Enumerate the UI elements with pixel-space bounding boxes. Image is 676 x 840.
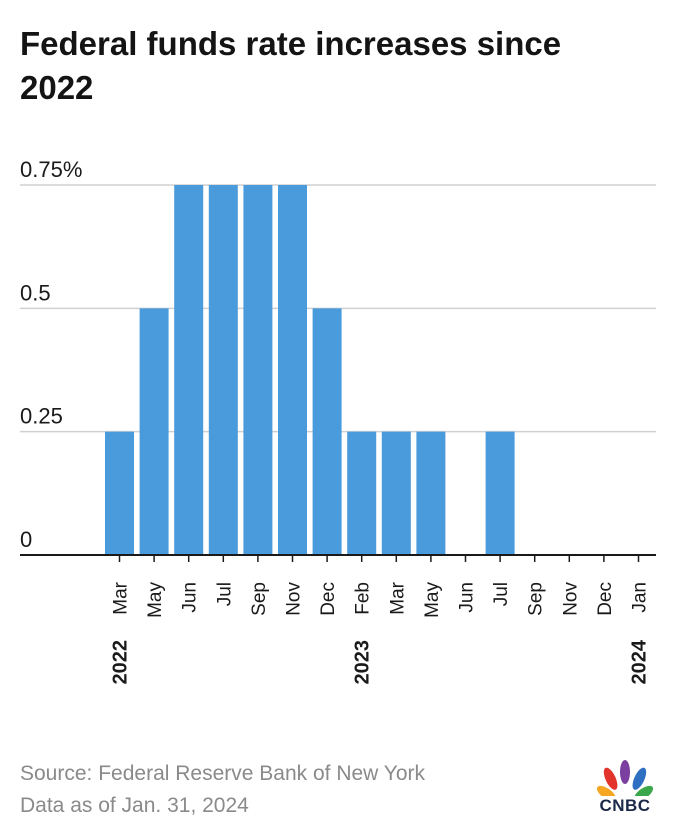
x-tick-label: Feb — [353, 582, 374, 615]
x-tick-label: Jun — [180, 582, 201, 613]
source-text: Source: Federal Reserve Bank of New York — [20, 762, 426, 785]
x-tick-label: Jul — [214, 582, 235, 606]
x-tick-label: Nov — [560, 582, 581, 616]
bar-chart: 0 0.25 0.5 0.75% Mar May Jun Jul Sep Nov Dec Feb Mar… — [20, 157, 656, 685]
data-date-text: Data as of Jan. 31, 2024 — [20, 794, 249, 817]
bar — [243, 185, 273, 555]
x-tick-label: Dec — [595, 582, 616, 616]
bar — [139, 308, 169, 555]
x-tick-label: Sep — [249, 582, 270, 616]
bar — [485, 431, 515, 555]
bar — [208, 185, 238, 555]
cnbc-peacock-icon — [596, 760, 654, 801]
year-label: 2023 — [352, 640, 374, 685]
x-tick-label: May — [145, 582, 166, 618]
bar — [381, 431, 411, 555]
y-tick-label: 0 — [20, 527, 32, 552]
x-tick-label: Jan — [630, 582, 651, 613]
bar — [105, 431, 134, 555]
x-tick-label: Sep — [526, 582, 547, 616]
bar — [174, 185, 204, 555]
y-tick-label: 0.25 — [20, 404, 63, 429]
chart-title: Federal funds rate increases since 2022 — [20, 25, 562, 106]
x-tick-label: Dec — [318, 582, 339, 616]
x-tick-label: Mar — [111, 581, 132, 614]
x-tick-label: May — [422, 582, 443, 618]
bars — [105, 185, 515, 555]
x-tick-label: Mar — [387, 581, 408, 614]
x-tick-label: Jul — [491, 582, 512, 606]
x-tick-label: Jun — [457, 582, 478, 613]
axis-labels: 0 0.25 0.5 0.75% Mar May Jun Jul Sep Nov Dec Feb Mar… — [20, 157, 651, 685]
bar — [278, 185, 307, 555]
bar — [347, 431, 377, 555]
y-tick-label: 0.5 — [20, 280, 51, 305]
x-axis — [20, 554, 656, 562]
y-tick-label: 0.75% — [20, 157, 82, 182]
source-note: Source: Federal Reserve Bank of New York… — [20, 758, 425, 822]
year-label: 2024 — [629, 639, 651, 684]
x-tick-label: Nov — [284, 582, 305, 616]
cnbc-wordmark: CNBC — [599, 796, 651, 815]
cnbc-logo: CNBC — [592, 760, 658, 820]
bar — [416, 431, 446, 555]
year-label: 2022 — [110, 640, 132, 685]
bar — [312, 308, 342, 555]
